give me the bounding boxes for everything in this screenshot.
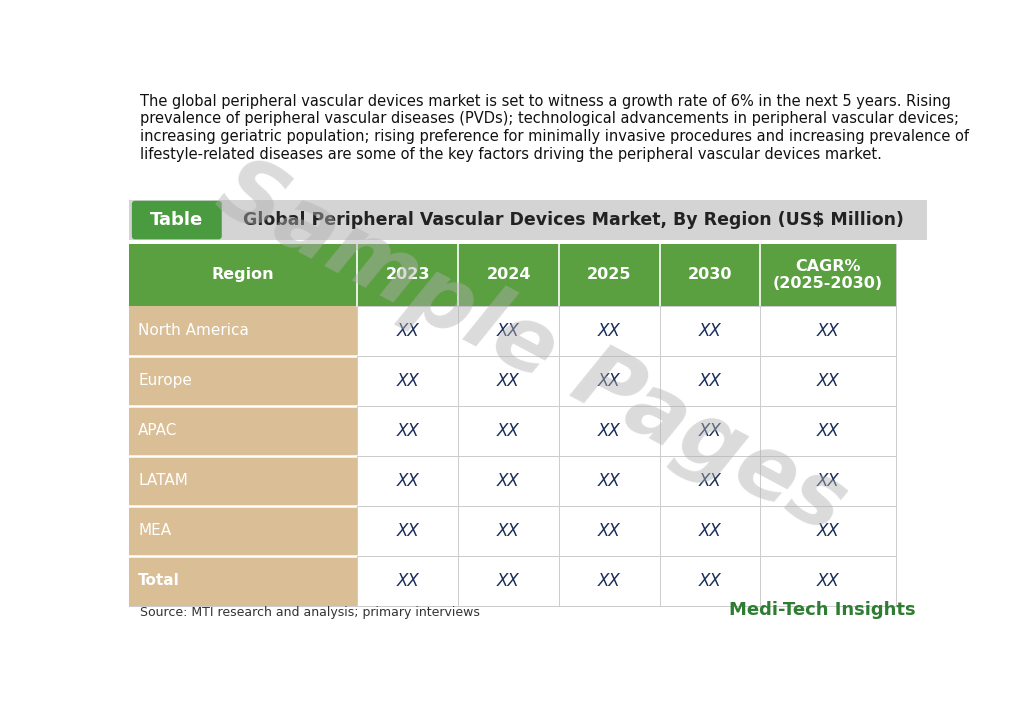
- Text: XX: XX: [698, 422, 721, 439]
- Text: XX: XX: [597, 471, 621, 490]
- Text: APAC: APAC: [138, 423, 177, 438]
- Text: Total: Total: [138, 573, 180, 588]
- Text: Table: Table: [150, 211, 204, 229]
- Text: XX: XX: [497, 422, 520, 439]
- Text: 2023: 2023: [385, 267, 430, 282]
- Text: XX: XX: [397, 422, 419, 439]
- Bar: [129, 356, 357, 406]
- Text: XX: XX: [397, 522, 419, 540]
- Text: North America: North America: [138, 323, 249, 338]
- Bar: [129, 456, 357, 506]
- Text: XX: XX: [698, 572, 721, 590]
- Text: Source: MTI research and analysis; primary interviews: Source: MTI research and analysis; prima…: [140, 606, 480, 619]
- Text: XX: XX: [397, 572, 419, 590]
- Text: XX: XX: [698, 372, 721, 390]
- Bar: [129, 306, 357, 356]
- Text: Sample Pages: Sample Pages: [203, 145, 860, 550]
- Bar: [129, 244, 896, 306]
- Bar: [129, 556, 357, 606]
- Text: XX: XX: [497, 321, 520, 340]
- Text: XX: XX: [497, 572, 520, 590]
- Text: XX: XX: [397, 471, 419, 490]
- Text: lifestyle-related diseases are some of the key factors driving the peripheral va: lifestyle-related diseases are some of t…: [140, 147, 883, 162]
- Text: XX: XX: [397, 372, 419, 390]
- Text: prevalence of peripheral vascular diseases (PVDs); technological advancements in: prevalence of peripheral vascular diseas…: [140, 112, 959, 127]
- Text: XX: XX: [497, 471, 520, 490]
- Text: Global Peripheral Vascular Devices Market, By Region (US$ Million): Global Peripheral Vascular Devices Marke…: [243, 211, 904, 229]
- Text: XX: XX: [397, 321, 419, 340]
- Text: XX: XX: [817, 321, 839, 340]
- Text: XX: XX: [497, 372, 520, 390]
- Text: XX: XX: [817, 522, 839, 540]
- Text: XX: XX: [597, 572, 621, 590]
- Bar: [129, 240, 896, 244]
- Text: The global peripheral vascular devices market is set to witness a growth rate of: The global peripheral vascular devices m…: [140, 94, 952, 109]
- Text: XX: XX: [698, 321, 721, 340]
- Text: CAGR%
(2025-2030): CAGR% (2025-2030): [774, 259, 884, 291]
- Text: Medi-Tech Insights: Medi-Tech Insights: [729, 601, 916, 619]
- Text: XX: XX: [698, 522, 721, 540]
- Text: Europe: Europe: [138, 373, 192, 388]
- Bar: [129, 406, 357, 456]
- FancyBboxPatch shape: [132, 201, 221, 240]
- Text: XX: XX: [597, 321, 621, 340]
- Text: 2025: 2025: [587, 267, 631, 282]
- Text: 2030: 2030: [688, 267, 732, 282]
- Text: XX: XX: [817, 422, 839, 439]
- Text: LATAM: LATAM: [138, 474, 187, 488]
- Text: MEA: MEA: [138, 523, 171, 538]
- Text: XX: XX: [698, 471, 721, 490]
- Text: XX: XX: [597, 372, 621, 390]
- Text: XX: XX: [597, 422, 621, 439]
- Text: XX: XX: [817, 372, 839, 390]
- Text: increasing geriatric population; rising preference for minimally invasive proced: increasing geriatric population; rising …: [140, 129, 969, 144]
- Text: XX: XX: [597, 522, 621, 540]
- Text: XX: XX: [817, 471, 839, 490]
- Bar: [129, 506, 357, 556]
- Text: Region: Region: [212, 267, 274, 282]
- Text: XX: XX: [817, 572, 839, 590]
- Bar: [129, 200, 927, 240]
- Text: XX: XX: [497, 522, 520, 540]
- Text: 2024: 2024: [486, 267, 530, 282]
